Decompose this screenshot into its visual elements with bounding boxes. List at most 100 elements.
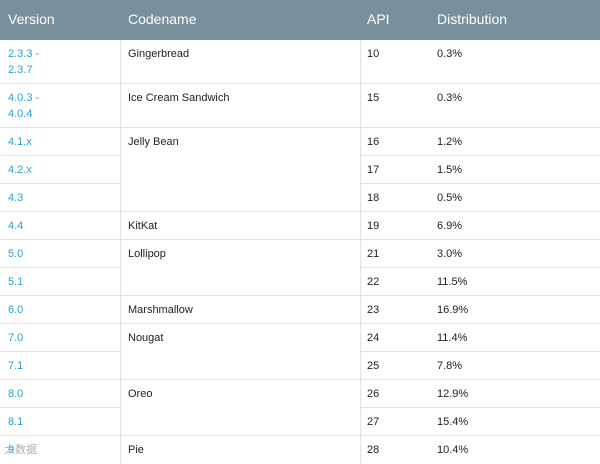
version-line[interactable]: 2.3.3 -	[8, 48, 40, 60]
version-line[interactable]: 7.1	[8, 360, 24, 372]
codename-cell: Nougat	[128, 332, 164, 344]
row-divider-version	[0, 155, 120, 156]
table-row: 7.1 25 7.8%	[0, 352, 600, 380]
version-line[interactable]: 4.1.x	[8, 136, 32, 148]
version-line[interactable]: 5.0	[8, 248, 24, 260]
version-link[interactable]: 6.0	[8, 302, 23, 318]
table-row: 9 Pie 28 10.4%	[0, 436, 600, 464]
version-line[interactable]: 2.3.7	[8, 64, 33, 76]
watermark-text: 大数据	[4, 443, 37, 456]
row-divider	[0, 295, 600, 296]
distribution-cell: 1.5%	[437, 164, 463, 176]
version-line[interactable]: 4.3	[8, 192, 24, 204]
api-cell: 22	[367, 276, 380, 288]
column-divider	[360, 40, 361, 464]
version-link[interactable]: 8.0	[8, 386, 23, 402]
codename-cell: KitKat	[128, 220, 158, 232]
table-row: 5.1 22 11.5%	[0, 268, 600, 296]
table-row: 8.0 Oreo 26 12.9%	[0, 380, 600, 408]
table-row: 2.3.3 - 2.3.7 Gingerbread 10 0.3%	[0, 40, 600, 84]
codename-cell: Pie	[128, 444, 144, 456]
distribution-cell: 1.2%	[437, 136, 463, 148]
version-line[interactable]: 6.0	[8, 304, 24, 316]
distribution-cell: 0.5%	[437, 192, 463, 204]
row-divider-api	[360, 183, 600, 184]
version-link[interactable]: 5.0	[8, 246, 23, 262]
version-link[interactable]: 4.4	[8, 218, 23, 234]
version-line[interactable]: 4.0.3 -	[8, 92, 40, 104]
version-link[interactable]: 5.1	[8, 274, 23, 290]
version-line[interactable]: 4.2.x	[8, 164, 32, 176]
codename-cell: Oreo	[128, 388, 153, 400]
table-row: 7.0 Nougat 24 11.4%	[0, 324, 600, 352]
version-line[interactable]: 9	[8, 444, 15, 456]
table-row: 4.1.x Jelly Bean 16 1.2%	[0, 128, 600, 156]
row-divider	[0, 435, 600, 436]
header-distribution: Distribution	[437, 11, 508, 27]
api-cell: 17	[367, 164, 380, 176]
version-link[interactable]: 4.0.3 - 4.0.4	[8, 90, 39, 122]
row-divider-api	[360, 267, 600, 268]
row-divider	[0, 323, 600, 324]
api-cell: 27	[367, 416, 380, 428]
version-line[interactable]: 4.0.4	[8, 108, 33, 120]
api-cell: 18	[367, 192, 380, 204]
row-divider-api	[360, 407, 600, 408]
header-version: Version	[8, 11, 55, 27]
row-divider	[0, 239, 600, 240]
table-row: 4.2.x 17 1.5%	[0, 156, 600, 184]
distribution-cell: 6.9%	[437, 220, 463, 232]
distribution-cell: 3.0%	[437, 248, 463, 260]
row-divider	[0, 211, 600, 212]
version-line[interactable]: 5.1	[8, 276, 24, 288]
table-row: 5.0 Lollipop 21 3.0%	[0, 240, 600, 268]
distribution-cell: 12.9%	[437, 388, 469, 400]
codename-cell: Jelly Bean	[128, 136, 179, 148]
api-cell: 10	[367, 48, 380, 60]
version-link[interactable]: 8.1	[8, 414, 23, 430]
codename-cell: Gingerbread	[128, 48, 190, 60]
row-divider	[0, 127, 600, 128]
header-codename: Codename	[128, 11, 197, 27]
distribution-cell: 10.4%	[437, 444, 469, 456]
row-divider-version	[0, 351, 120, 352]
table-row: 4.3 18 0.5%	[0, 184, 600, 212]
table-row: 4.4 KitKat 19 6.9%	[0, 212, 600, 240]
codename-cell: Lollipop	[128, 248, 166, 260]
api-cell: 19	[367, 220, 380, 232]
version-line[interactable]: 8.1	[8, 416, 24, 428]
distribution-cell: 16.9%	[437, 304, 469, 316]
version-link[interactable]: 4.1.x	[8, 134, 32, 150]
api-cell: 26	[367, 388, 380, 400]
api-cell: 16	[367, 136, 380, 148]
distribution-cell: 0.3%	[437, 48, 463, 60]
distribution-cell: 11.4%	[437, 332, 468, 344]
column-divider	[120, 40, 121, 464]
version-link[interactable]: 2.3.3 - 2.3.7	[8, 46, 39, 78]
table-header: Version Codename API Distribution	[0, 0, 600, 40]
version-line[interactable]: 7.0	[8, 332, 24, 344]
codename-cell: Ice Cream Sandwich	[128, 92, 230, 104]
version-link[interactable]: 4.3	[8, 190, 23, 206]
version-link[interactable]: 4.2.x	[8, 162, 32, 178]
api-cell: 21	[367, 248, 380, 260]
row-divider-api	[360, 351, 600, 352]
row-divider-version	[0, 407, 120, 408]
version-link[interactable]: 9	[8, 442, 14, 458]
api-cell: 24	[367, 332, 380, 344]
version-link[interactable]: 7.0	[8, 330, 23, 346]
version-line[interactable]: 8.0	[8, 388, 24, 400]
row-divider	[0, 379, 600, 380]
distribution-cell: 15.4%	[437, 416, 469, 428]
api-cell: 15	[367, 92, 380, 104]
distribution-cell: 0.3%	[437, 92, 463, 104]
row-divider-version	[0, 183, 120, 184]
row-divider-api	[360, 155, 600, 156]
row-divider-version	[0, 267, 120, 268]
api-cell: 25	[367, 360, 380, 372]
version-line[interactable]: 4.4	[8, 220, 24, 232]
version-link[interactable]: 7.1	[8, 358, 23, 374]
api-cell: 28	[367, 444, 380, 456]
api-cell: 23	[367, 304, 380, 316]
table-row: 6.0 Marshmallow 23 16.9%	[0, 296, 600, 324]
